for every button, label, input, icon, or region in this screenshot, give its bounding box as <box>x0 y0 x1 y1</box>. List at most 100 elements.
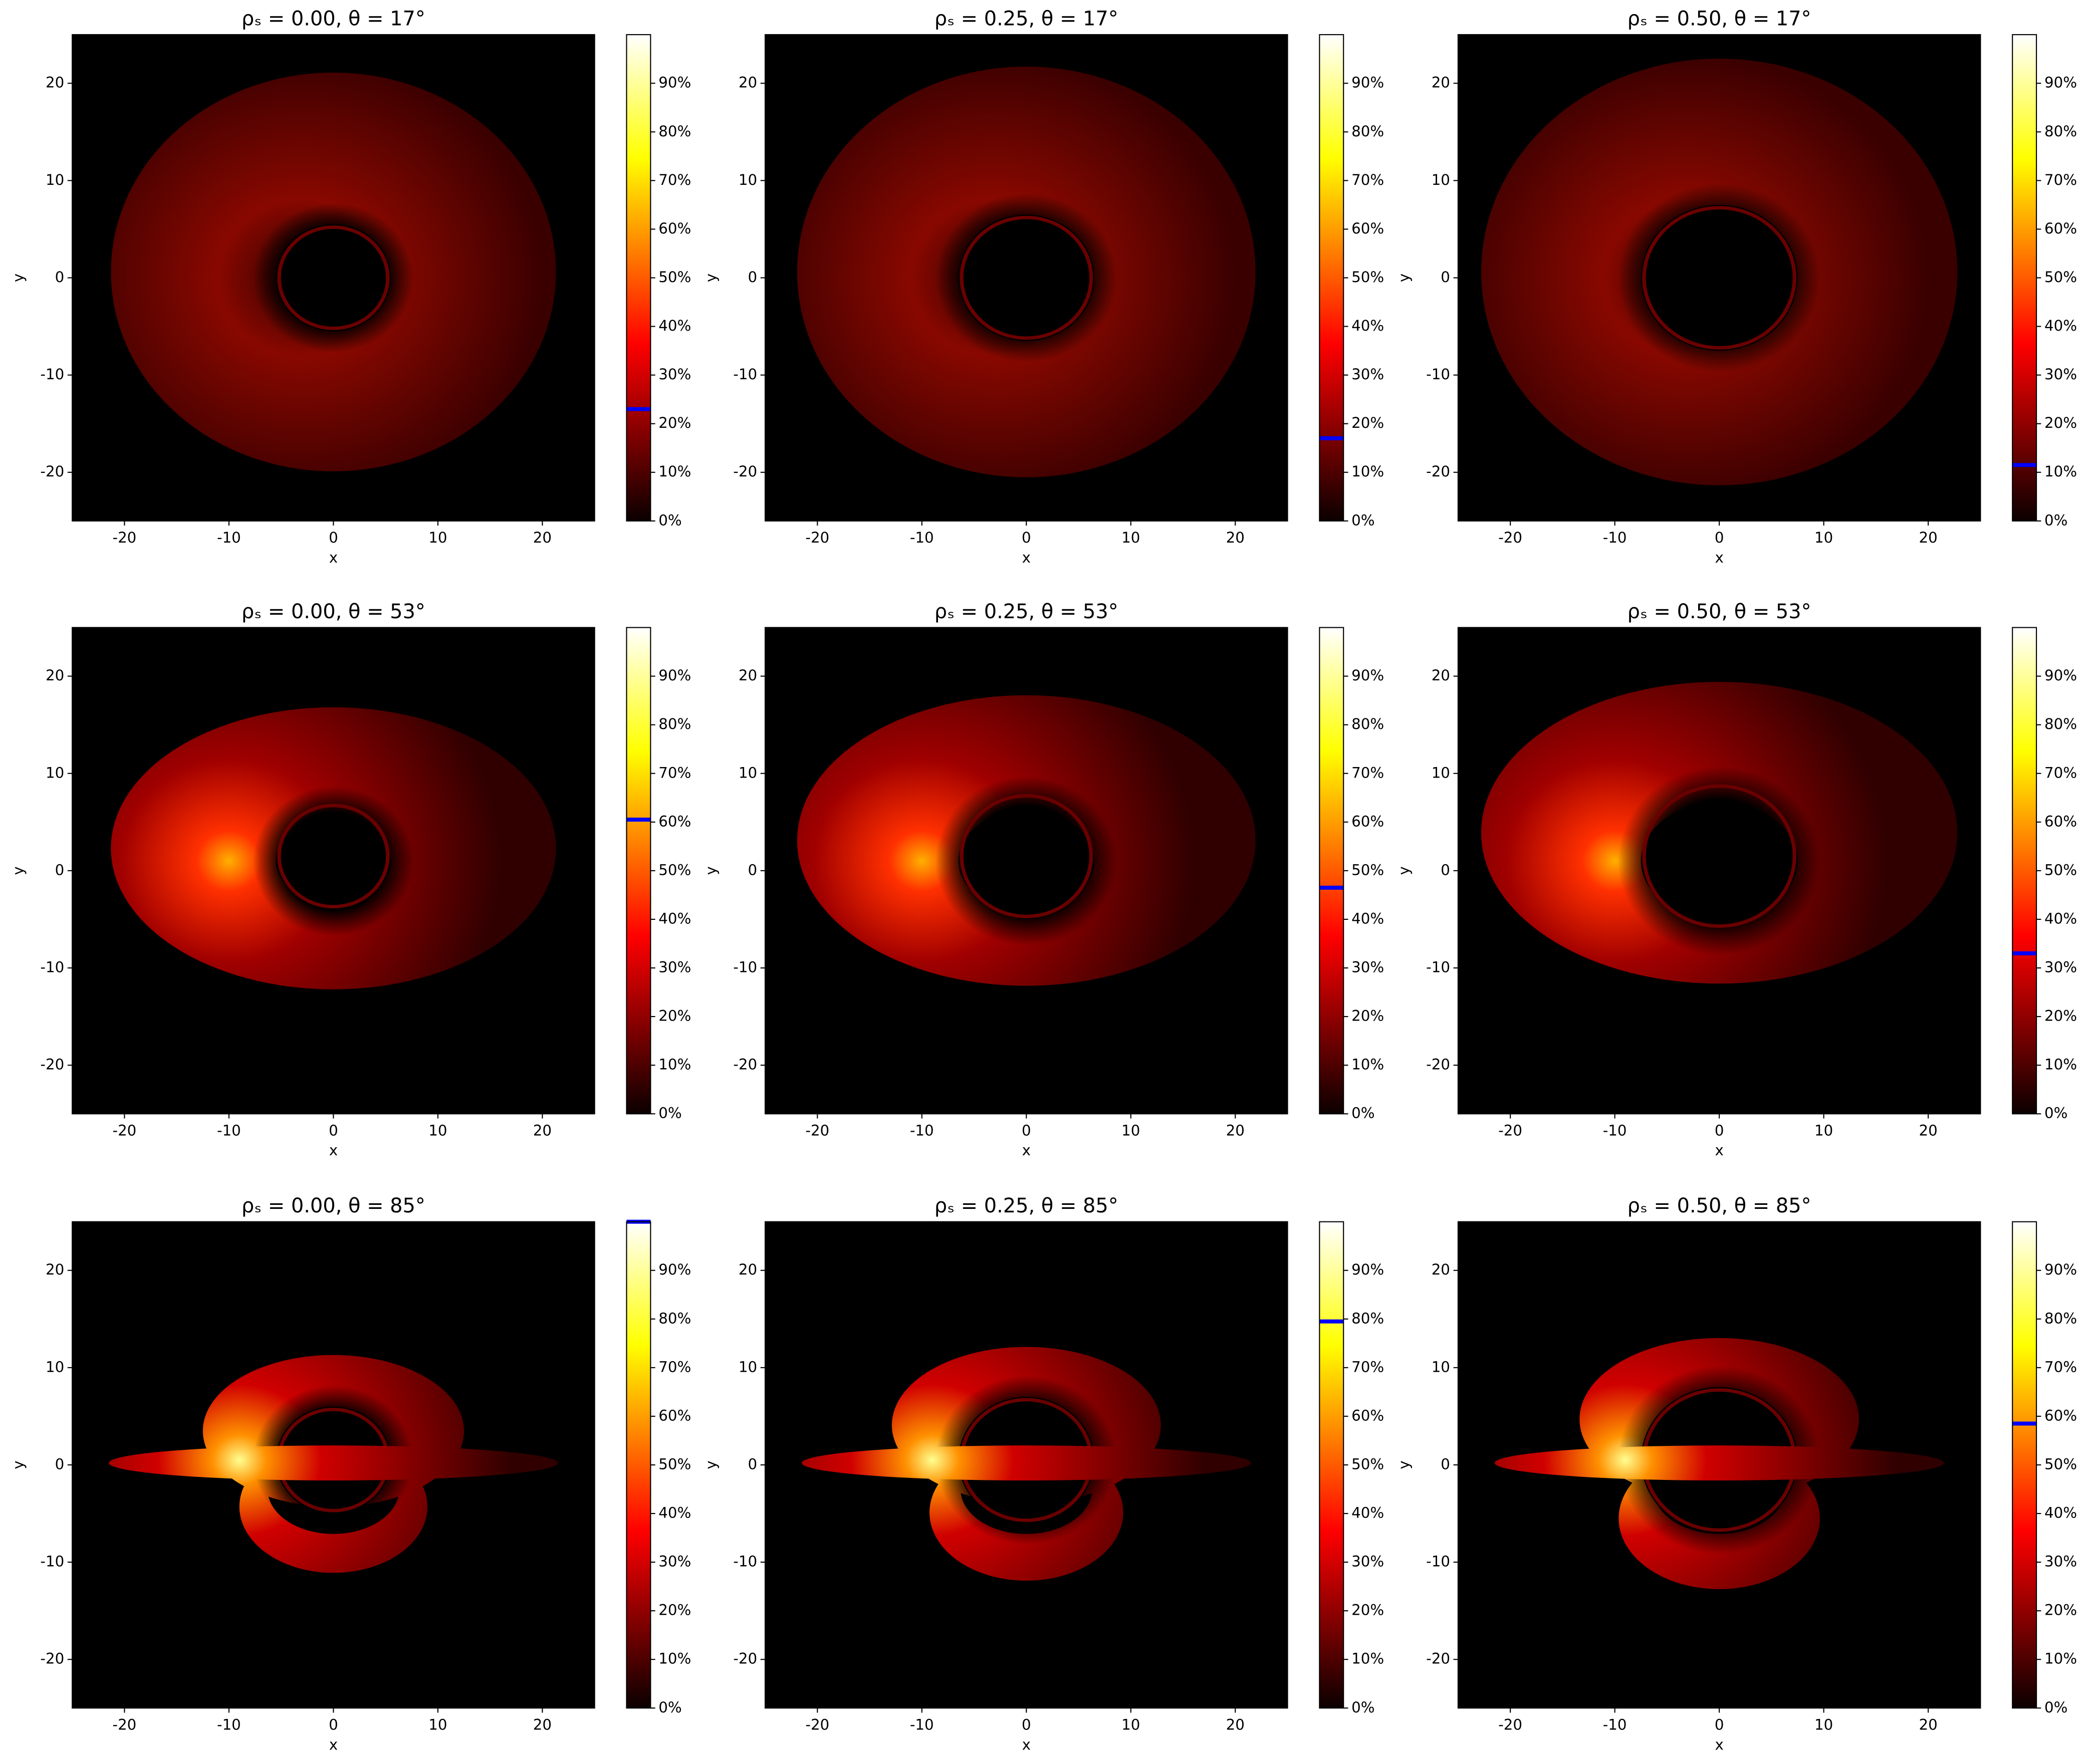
colorbar-tick-label: 20% <box>658 1602 691 1619</box>
y-tick-label: 20 <box>46 1261 64 1278</box>
x-tick-label: -20 <box>805 1122 829 1139</box>
colorbar-tick-label: 10% <box>1351 463 1384 480</box>
colorbar-tick-label: 0% <box>2044 512 2067 529</box>
colorbar-tick-label: 90% <box>1351 667 1384 684</box>
colorbar <box>2012 1221 2037 1708</box>
y-tick-label: 20 <box>1432 74 1450 91</box>
colorbar-frame <box>1319 34 1344 522</box>
colorbar-tick-label: 90% <box>658 1261 691 1278</box>
y-tick-label: 20 <box>1432 1261 1450 1278</box>
colorbar-tick-label: 50% <box>1351 1455 1384 1472</box>
x-tick-label: 0 <box>1022 1122 1031 1139</box>
colorbar-tick-label: 40% <box>1351 910 1384 927</box>
y-tick-label: -20 <box>40 463 64 480</box>
x-tick-label: 20 <box>1919 529 1938 546</box>
y-axis-label: y <box>703 274 720 282</box>
colorbar-tick-label: 80% <box>1351 1310 1384 1327</box>
y-tick-label: 0 <box>1441 861 1450 878</box>
x-tick-label: -10 <box>910 1122 934 1139</box>
colorbar-tick-label: 10% <box>658 1650 691 1667</box>
colorbar-tick-label: 40% <box>658 910 691 927</box>
colorbar-tick-label: 80% <box>1351 123 1384 140</box>
colorbar-tick-label: 80% <box>2044 123 2077 140</box>
colorbar-tick-label: 0% <box>1351 1105 1374 1122</box>
y-tick-label: 10 <box>1432 1358 1450 1375</box>
x-tick-label: 0 <box>1715 1122 1724 1139</box>
y-tick-label: 20 <box>739 74 757 91</box>
y-tick-label: 10 <box>46 171 64 188</box>
colorbar-tick-label: 90% <box>2044 74 2077 91</box>
y-tick-label: 0 <box>55 1455 65 1472</box>
photon-ring <box>1642 206 1796 350</box>
x-tick-label: 10 <box>1121 1122 1140 1139</box>
colorbar-tick-label: 20% <box>1351 414 1384 431</box>
colorbar-frame <box>1319 627 1344 1115</box>
colorbar <box>1319 35 1344 521</box>
colorbar-tick-label: 60% <box>1351 220 1384 237</box>
colorbar-tick-label: 90% <box>658 667 691 684</box>
photon-ring <box>960 794 1093 918</box>
colorbar-frame <box>2012 1221 2037 1709</box>
colorbar-tick-label: 30% <box>1351 959 1384 976</box>
photon-ring <box>277 225 390 330</box>
y-tick-label: 0 <box>1441 1455 1450 1472</box>
y-tick-label: 10 <box>46 1358 64 1375</box>
x-tick-label: 20 <box>533 529 552 546</box>
colorbar-tick-label: 30% <box>2044 366 2077 383</box>
x-tick-label: 20 <box>1919 1716 1938 1733</box>
colorbar-tick-label: 60% <box>1351 813 1384 830</box>
x-tick-label: -10 <box>217 529 241 546</box>
title: ρₛ = 0.25, θ = 53° <box>935 600 1118 623</box>
x-tick-label: -20 <box>1498 1716 1522 1733</box>
colorbar-tick-label: 0% <box>1351 1699 1374 1716</box>
image <box>111 72 556 471</box>
colorbar-tick-label: 10% <box>658 1056 691 1073</box>
colorbar <box>626 627 651 1114</box>
colorbar-tick-label: 60% <box>658 220 691 237</box>
x-axis-label: x <box>1715 1142 1723 1159</box>
x-tick-label: 10 <box>1814 1122 1833 1139</box>
y-tick-label: 20 <box>46 667 64 684</box>
title: ρₛ = 0.25, θ = 17° <box>935 7 1118 30</box>
image <box>797 695 1256 986</box>
colorbar-tick-label: 0% <box>658 1105 681 1122</box>
colorbar-tick-label: 80% <box>658 715 691 732</box>
colorbar-frame <box>2012 34 2037 522</box>
y-axis-label: y <box>1396 866 1413 875</box>
y-tick-label: 20 <box>739 1261 757 1278</box>
colorbar-frame <box>626 627 651 1115</box>
shadow <box>958 810 1094 912</box>
y-tick-label: 0 <box>55 861 65 878</box>
x-tick-label: 0 <box>1022 1716 1031 1733</box>
title: ρₛ = 0.50, θ = 17° <box>1628 7 1811 30</box>
colorbar <box>2012 627 2037 1114</box>
y-tick-label: -20 <box>733 1650 757 1667</box>
colorbar-tick-label: 10% <box>1351 1650 1384 1667</box>
colorbar-tick-label: 20% <box>2044 1007 2077 1025</box>
photon-ring <box>1642 784 1796 928</box>
colorbar-tick-label: 40% <box>1351 317 1384 334</box>
y-axis-label: y <box>10 274 27 282</box>
y-tick-label: 10 <box>739 764 757 781</box>
x-tick-label: 0 <box>329 1122 338 1139</box>
colorbar-tick-label: 10% <box>658 463 691 480</box>
image <box>1494 1338 1944 1589</box>
y-tick-label: -20 <box>1426 1056 1450 1073</box>
x-tick-label: -20 <box>113 1122 137 1139</box>
x-axis-label: x <box>1022 1736 1031 1753</box>
x-tick-label: 20 <box>1226 1716 1245 1733</box>
x-tick-label: -20 <box>113 529 137 546</box>
x-tick-label: -20 <box>1498 1122 1522 1139</box>
x-tick-label: -20 <box>113 1716 137 1733</box>
x-tick-label: 0 <box>1715 529 1724 546</box>
colorbar-tick-label: 0% <box>1351 512 1374 529</box>
x-axis-label: x <box>1022 1142 1031 1159</box>
colorbar-tick-label: 40% <box>2044 1504 2077 1522</box>
shadow <box>958 214 1094 341</box>
colorbar-tick-label: 70% <box>658 171 691 188</box>
x-tick-label: -10 <box>910 1716 934 1733</box>
y-axis-label: y <box>703 1460 720 1469</box>
colorbar-tick-label: 0% <box>2044 1105 2067 1122</box>
y-axis-label: y <box>10 866 27 875</box>
